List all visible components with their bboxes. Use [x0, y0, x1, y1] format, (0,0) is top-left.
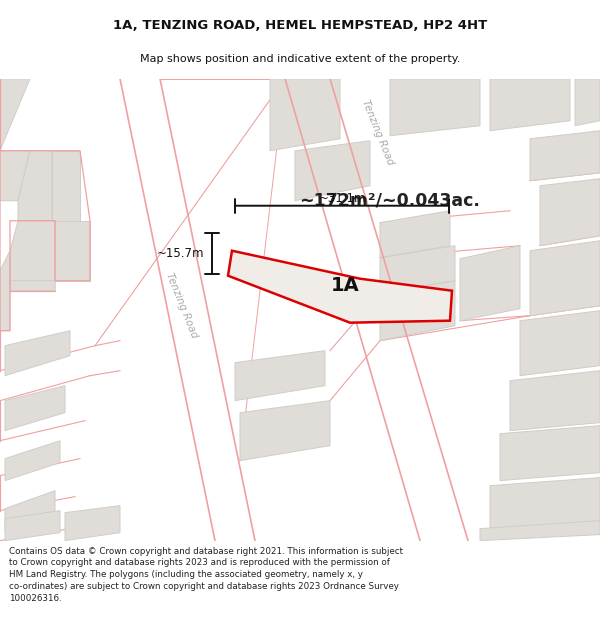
Polygon shape: [240, 401, 330, 461]
Polygon shape: [52, 151, 80, 241]
Polygon shape: [235, 351, 325, 401]
Polygon shape: [10, 221, 55, 291]
Text: Tenzing Road: Tenzing Road: [164, 271, 200, 340]
Polygon shape: [380, 281, 455, 341]
Text: 1A: 1A: [331, 276, 359, 295]
Text: ~31.1m: ~31.1m: [318, 192, 366, 205]
Polygon shape: [380, 211, 450, 258]
Polygon shape: [0, 151, 30, 201]
Polygon shape: [460, 246, 520, 321]
Polygon shape: [540, 179, 600, 246]
Polygon shape: [520, 311, 600, 376]
Polygon shape: [510, 371, 600, 431]
Polygon shape: [5, 386, 65, 431]
Polygon shape: [5, 331, 70, 376]
Polygon shape: [18, 151, 52, 221]
Text: ~172m²/~0.043ac.: ~172m²/~0.043ac.: [299, 192, 481, 210]
Polygon shape: [295, 141, 370, 201]
Polygon shape: [530, 241, 600, 316]
Polygon shape: [65, 506, 120, 541]
Polygon shape: [5, 491, 55, 531]
Polygon shape: [490, 478, 600, 531]
Text: Map shows position and indicative extent of the property.: Map shows position and indicative extent…: [140, 54, 460, 64]
Text: Tenzing Road: Tenzing Road: [361, 99, 395, 167]
Polygon shape: [480, 521, 600, 541]
Polygon shape: [530, 131, 600, 181]
Polygon shape: [5, 441, 60, 481]
Polygon shape: [55, 221, 90, 281]
Polygon shape: [500, 426, 600, 481]
Polygon shape: [390, 79, 480, 136]
Polygon shape: [380, 246, 455, 292]
Polygon shape: [270, 79, 340, 151]
Polygon shape: [0, 251, 55, 331]
Text: Contains OS data © Crown copyright and database right 2021. This information is : Contains OS data © Crown copyright and d…: [9, 546, 403, 602]
Polygon shape: [5, 511, 60, 541]
Polygon shape: [490, 79, 570, 131]
Text: 1A, TENZING ROAD, HEMEL HEMPSTEAD, HP2 4HT: 1A, TENZING ROAD, HEMEL HEMPSTEAD, HP2 4…: [113, 19, 487, 32]
Text: ~15.7m: ~15.7m: [157, 248, 204, 260]
Polygon shape: [228, 251, 452, 322]
Polygon shape: [575, 79, 600, 126]
Polygon shape: [0, 79, 30, 151]
